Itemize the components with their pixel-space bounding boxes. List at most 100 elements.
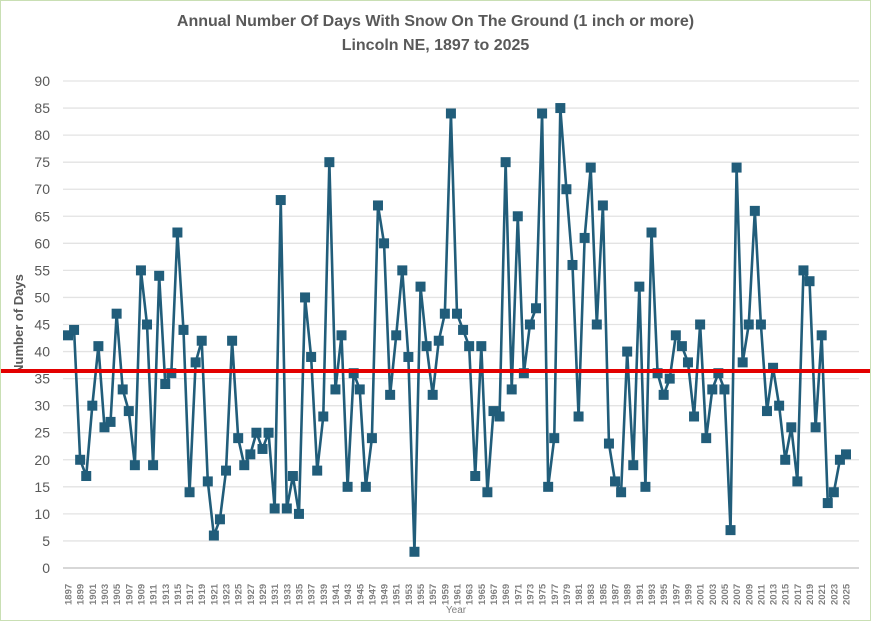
data-point <box>713 368 724 379</box>
y-tick-label: 5 <box>42 533 50 549</box>
data-point <box>184 487 195 498</box>
y-tick-label: 35 <box>34 371 50 387</box>
data-point <box>105 416 116 427</box>
data-point <box>482 487 493 498</box>
data-point <box>652 368 663 379</box>
data-point <box>524 319 535 330</box>
x-tick-label: 1983 <box>586 584 597 605</box>
x-tick-label: 1931 <box>270 583 281 605</box>
x-tick-label: 1979 <box>562 584 573 605</box>
y-tick-label: 50 <box>34 289 50 305</box>
data-point <box>385 389 396 400</box>
data-point <box>774 400 785 411</box>
x-tick-label: 1985 <box>598 583 609 605</box>
x-tick-label: 1899 <box>76 584 87 605</box>
data-point <box>336 330 347 341</box>
x-tick-label: 1951 <box>392 583 403 605</box>
data-point <box>537 108 548 119</box>
x-tick-label: 2009 <box>744 584 755 605</box>
y-axis-title: Number of Days <box>11 274 26 374</box>
data-point <box>768 362 779 373</box>
data-point <box>731 162 742 173</box>
data-point <box>579 232 590 243</box>
data-point <box>397 265 408 276</box>
x-tick-label: 2007 <box>732 584 743 605</box>
x-tick-label: 1975 <box>538 583 549 605</box>
data-point <box>658 389 669 400</box>
data-point <box>233 433 244 444</box>
data-point <box>300 292 311 303</box>
data-point <box>348 368 359 379</box>
data-point <box>591 319 602 330</box>
data-point <box>834 454 845 465</box>
data-point <box>749 205 760 216</box>
data-point <box>743 319 754 330</box>
x-tick-label: 1913 <box>161 584 172 605</box>
data-point <box>567 259 578 270</box>
y-tick-label: 0 <box>42 560 50 576</box>
data-point <box>415 281 426 292</box>
chart-title: Annual Number Of Days With Snow On The G… <box>176 13 695 30</box>
data-point <box>148 460 159 471</box>
data-point <box>135 265 146 276</box>
x-tick-label: 1967 <box>489 584 500 605</box>
y-tick-label: 70 <box>34 181 50 197</box>
data-point <box>597 200 608 211</box>
x-tick-label: 1911 <box>149 584 160 605</box>
data-point <box>786 422 797 433</box>
data-point <box>354 384 365 395</box>
x-tick-label: 1909 <box>136 584 147 605</box>
data-point <box>585 162 596 173</box>
data-point <box>245 449 256 460</box>
data-point <box>670 330 681 341</box>
y-tick-label: 15 <box>34 479 50 495</box>
data-point <box>306 351 317 362</box>
data-point <box>221 465 232 476</box>
x-tick-label: 1997 <box>671 584 682 605</box>
x-tick-label: 1937 <box>307 584 318 605</box>
data-point <box>500 157 511 168</box>
data-point <box>129 460 140 471</box>
data-point <box>421 341 432 352</box>
data-point <box>689 411 700 422</box>
data-point <box>755 319 766 330</box>
y-tick-label: 80 <box>34 127 50 143</box>
data-point <box>810 422 821 433</box>
x-tick-label: 1921 <box>209 583 220 605</box>
y-tick-label: 55 <box>34 262 50 278</box>
x-tick-label: 1945 <box>355 583 366 605</box>
data-point <box>257 443 268 454</box>
x-tick-label: 2003 <box>708 584 719 605</box>
x-tick-label: 1963 <box>465 584 476 605</box>
data-point <box>360 481 371 492</box>
y-tick-label: 90 <box>34 73 50 89</box>
data-point <box>798 265 809 276</box>
data-point <box>549 433 560 444</box>
x-axis-title: Year <box>446 605 467 616</box>
data-point <box>214 514 225 525</box>
data-point <box>828 487 839 498</box>
data-point <box>464 341 475 352</box>
data-point <box>123 406 134 417</box>
data-point <box>391 330 402 341</box>
data-point <box>737 357 748 368</box>
data-point <box>841 449 851 460</box>
data-point <box>178 324 189 335</box>
data-point <box>622 346 633 357</box>
data-point <box>543 481 554 492</box>
data-point <box>494 411 505 422</box>
data-point <box>646 227 657 238</box>
data-point <box>202 476 213 487</box>
data-point <box>75 454 86 465</box>
data-point <box>792 476 803 487</box>
x-tick-label: 1977 <box>550 584 561 605</box>
data-point <box>239 460 250 471</box>
x-tick-label: 2021 <box>817 583 828 605</box>
data-point <box>761 406 772 417</box>
x-tick-label: 2011 <box>756 584 767 605</box>
data-point <box>780 454 791 465</box>
data-point <box>616 487 627 498</box>
data-point <box>518 368 529 379</box>
data-point <box>555 103 566 114</box>
